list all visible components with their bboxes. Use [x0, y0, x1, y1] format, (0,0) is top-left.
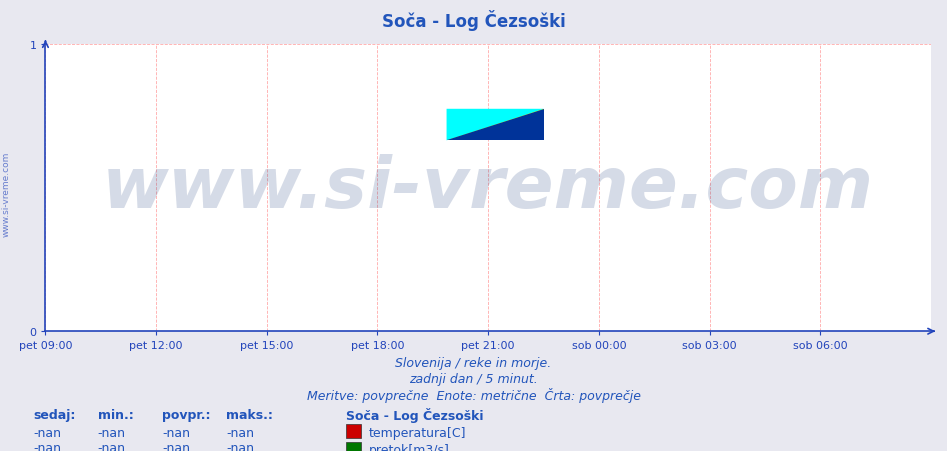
Text: Soča - Log Čezsoški: Soča - Log Čezsoški	[382, 10, 565, 31]
Polygon shape	[447, 110, 544, 141]
Text: -nan: -nan	[162, 426, 190, 438]
Text: -nan: -nan	[162, 441, 190, 451]
Text: maks.:: maks.:	[226, 409, 273, 421]
Text: povpr.:: povpr.:	[162, 409, 210, 421]
Text: -nan: -nan	[33, 441, 62, 451]
Text: www.si-vreme.com: www.si-vreme.com	[102, 154, 874, 223]
Text: pretok[m3/s]: pretok[m3/s]	[368, 443, 449, 451]
Text: www.si-vreme.com: www.si-vreme.com	[1, 152, 10, 236]
Text: temperatura[C]: temperatura[C]	[368, 426, 466, 438]
Text: min.:: min.:	[98, 409, 134, 421]
Text: Meritve: povprečne  Enote: metrične  Črta: povprečje: Meritve: povprečne Enote: metrične Črta:…	[307, 387, 640, 402]
Text: -nan: -nan	[98, 426, 126, 438]
Text: -nan: -nan	[226, 441, 255, 451]
Polygon shape	[447, 110, 544, 141]
Text: sedaj:: sedaj:	[33, 409, 76, 421]
Text: -nan: -nan	[226, 426, 255, 438]
Bar	[447, 110, 544, 141]
Text: zadnji dan / 5 minut.: zadnji dan / 5 minut.	[409, 373, 538, 385]
Text: -nan: -nan	[98, 441, 126, 451]
Text: Slovenija / reke in morje.: Slovenija / reke in morje.	[396, 357, 551, 369]
Text: -nan: -nan	[33, 426, 62, 438]
Text: Soča - Log Čezsoški: Soča - Log Čezsoški	[346, 407, 483, 423]
